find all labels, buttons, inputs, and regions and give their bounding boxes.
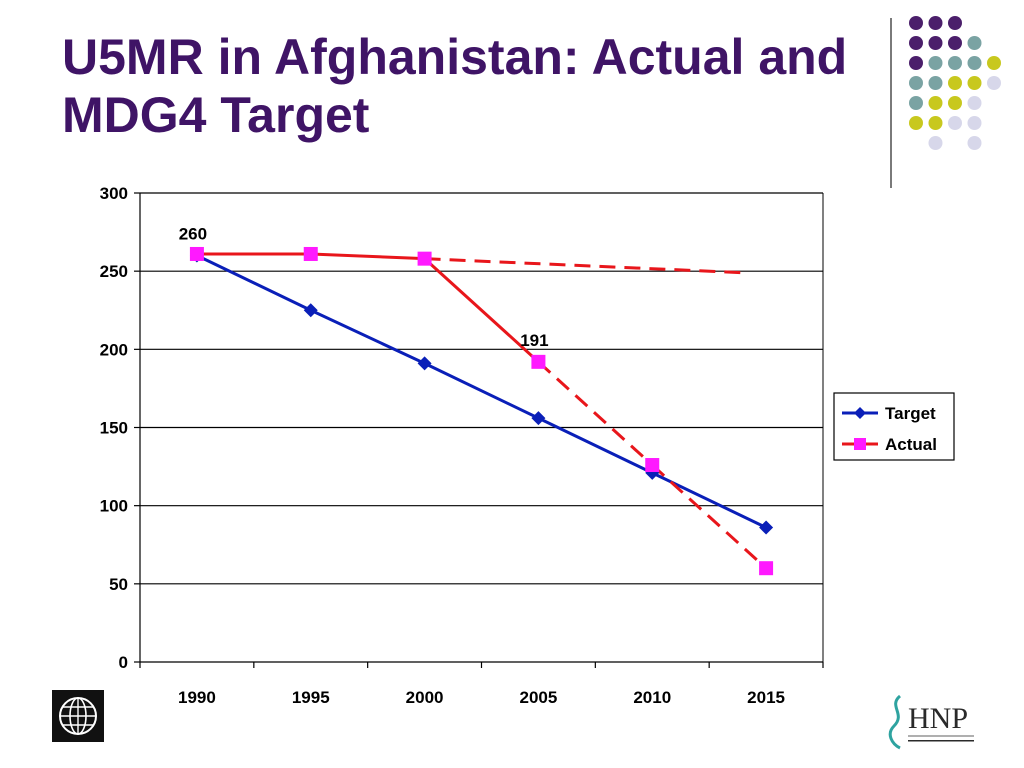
series-segment-actual: [537, 360, 654, 467]
decor-dot: [967, 116, 982, 130]
decor-dot: [928, 96, 943, 110]
x-tick-label: 2005: [520, 688, 558, 707]
point-target: [417, 356, 432, 371]
legend-marker-target: [854, 407, 866, 419]
decor-dot: [928, 36, 943, 50]
legend-label-actual: Actual: [885, 435, 937, 454]
hnp-logo-text: HNP: [908, 702, 968, 735]
legend: Target Actual: [833, 392, 955, 461]
point-actual: [417, 251, 432, 266]
series-segment-target: [195, 254, 313, 312]
y-tick-label: 150: [100, 419, 128, 438]
decor-dot: [948, 96, 962, 110]
point-target: [303, 303, 318, 318]
decor-dot: [967, 76, 982, 90]
y-tick-label: 200: [100, 340, 128, 359]
decor-dot: [967, 36, 982, 50]
decor-dot: [928, 56, 943, 70]
projection-line: [424, 257, 744, 275]
decor-dot: [909, 36, 923, 50]
decor-dot: [928, 76, 943, 90]
decor-dot: [967, 56, 982, 70]
decor-dot: [967, 96, 982, 110]
decor-dot: [909, 16, 923, 30]
point-actual: [759, 561, 774, 576]
data-label: 260: [179, 225, 207, 244]
point-actual: [303, 246, 318, 261]
decor-dot: [948, 116, 962, 130]
series-segment-actual: [309, 252, 427, 261]
point-target: [759, 520, 774, 535]
decor-dot: [909, 116, 923, 130]
decor-dot: [928, 16, 943, 30]
decor-dot: [948, 36, 962, 50]
slide-title: U5MR in Afghanistan: Actual and MDG4 Tar…: [62, 29, 848, 143]
series-segment-actual: [651, 463, 768, 570]
x-tick-label: 1995: [292, 688, 330, 707]
decor-dot: [987, 76, 1001, 90]
hnp-logo-icon: HNP: [888, 694, 974, 750]
point-target: [531, 411, 546, 426]
legend-label-target: Target: [885, 404, 936, 423]
decor-dot: [948, 56, 962, 70]
y-tick-label: 250: [100, 262, 128, 281]
legend-marker-actual: [854, 438, 866, 450]
x-tick-label: 2010: [633, 688, 671, 707]
divider-line: [890, 18, 892, 188]
x-tick-label: 2000: [406, 688, 444, 707]
decor-dot: [948, 76, 962, 90]
decorative-dot-grid: [909, 16, 1001, 150]
series-segment-target: [536, 416, 654, 475]
y-tick-label: 0: [119, 653, 128, 672]
series-segment-actual: [423, 257, 540, 364]
decor-dot: [909, 76, 923, 90]
decor-dot: [948, 16, 962, 30]
point-actual: [531, 354, 546, 369]
series-segment-target: [423, 361, 540, 420]
y-tick-label: 100: [100, 497, 128, 516]
data-label: 191: [520, 331, 548, 350]
decor-dot: [909, 56, 923, 70]
point-actual: [189, 246, 204, 261]
decor-dot: [928, 116, 943, 130]
y-tick-label: 50: [109, 575, 128, 594]
decor-dot: [967, 136, 982, 150]
point-actual: [645, 458, 660, 473]
y-tick-label: 300: [100, 184, 128, 203]
x-tick-label: 1990: [178, 688, 216, 707]
decor-dot: [928, 136, 943, 150]
decor-dot: [909, 96, 923, 110]
decor-dot: [987, 56, 1001, 70]
series-segment-target: [309, 308, 427, 365]
x-tick-label: 2015: [747, 688, 785, 707]
globe-icon: [52, 690, 104, 742]
